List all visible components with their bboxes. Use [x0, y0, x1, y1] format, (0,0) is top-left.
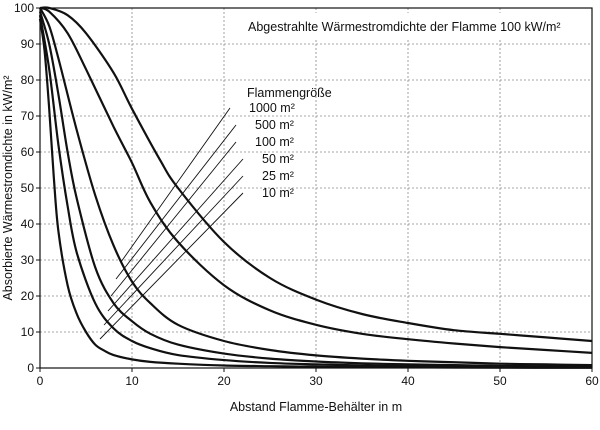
- series-label-4: 25 m²: [262, 169, 294, 183]
- series-label-3: 50 m²: [262, 152, 294, 166]
- series-label-5: 10 m²: [262, 186, 294, 200]
- y-tick-label-0: 0: [27, 361, 34, 375]
- y-tick-label-10: 100: [14, 1, 34, 15]
- x-axis-title: Abstand Flamme-Behälter in m: [230, 400, 402, 414]
- x-tick-label-5: 50: [493, 374, 507, 388]
- legend-title: Flammengröße: [247, 86, 332, 100]
- grid-layer: [40, 8, 592, 368]
- series-line-3: [38, 11, 593, 368]
- title-background: [240, 13, 584, 38]
- y-tick-label-5: 50: [21, 181, 35, 195]
- leader-layer: [99, 107, 244, 340]
- series-line-5: [38, 18, 593, 369]
- x-tick-label-2: 20: [217, 374, 231, 388]
- curve-layer: [38, 6, 593, 369]
- leader-line-2: [110, 141, 237, 297]
- series-line-1: [39, 6, 593, 354]
- x-tick-label-1: 10: [125, 374, 139, 388]
- y-tick-label-9: 90: [21, 37, 35, 51]
- leader-line-0: [120, 107, 231, 263]
- x-tick-label-4: 40: [401, 374, 415, 388]
- series-line-0: [39, 6, 593, 343]
- y-tick-label-3: 30: [21, 253, 35, 267]
- leader-line-4: [103, 175, 244, 326]
- leader-line-1: [115, 124, 237, 280]
- y-tick-label-7: 70: [21, 109, 35, 123]
- y-tick-label-6: 60: [21, 145, 35, 159]
- y-tick-label-1: 10: [21, 325, 35, 339]
- x-tick-label-0: 0: [37, 374, 44, 388]
- series-label-0: 1000 m²: [249, 101, 295, 115]
- y-tick-label-8: 80: [21, 73, 35, 87]
- series-label-2: 100 m²: [255, 135, 294, 149]
- x-tick-label-6: 60: [585, 374, 599, 388]
- y-axis-title: Absorbierte Wärmestromdichte in kW/m²: [1, 75, 15, 300]
- leader-line-3: [107, 158, 244, 312]
- series-label-1: 500 m²: [255, 118, 294, 132]
- label-layer: 1000 m² 500 m² 100 m² 50 m² 25 m² 10 m²: [249, 101, 295, 200]
- chart-title: Abgestrahlte Wärmestromdichte der Flamme…: [248, 20, 561, 34]
- y-tick-label-2: 20: [21, 289, 35, 303]
- tick-layer: 0 10 20 30 40 50 60 0 10 20 30 40 50 60 70 80 90 100: [14, 1, 599, 388]
- x-tick-label-3: 30: [309, 374, 323, 388]
- leader-line-5: [99, 192, 244, 340]
- series-line-2: [39, 7, 593, 367]
- y-tick-label-4: 40: [21, 217, 35, 231]
